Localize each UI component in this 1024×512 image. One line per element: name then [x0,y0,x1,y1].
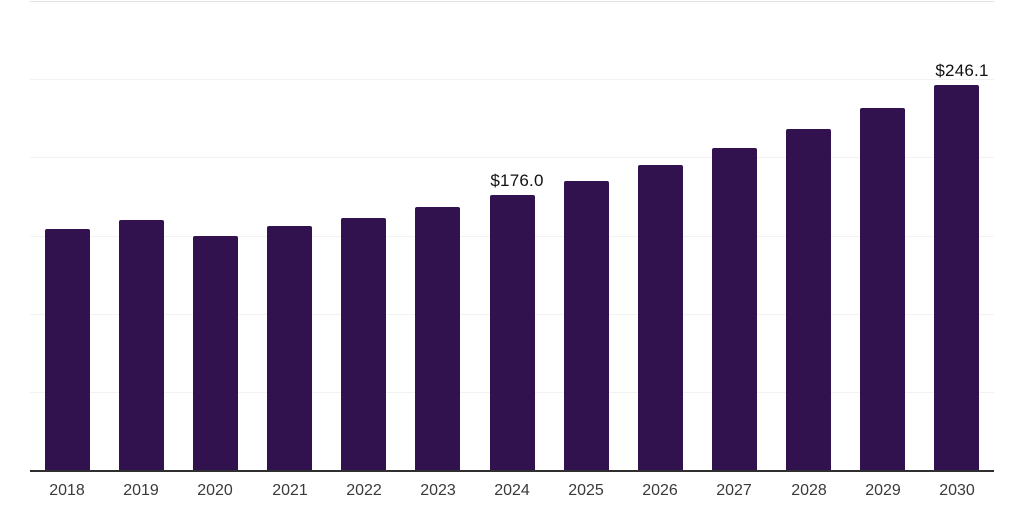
x-tick-label-2027: 2027 [716,482,752,499]
x-tick-label-2024: 2024 [494,482,530,499]
bar-2029 [860,108,905,470]
gridline-200 [30,157,994,158]
x-tick-label-2018: 2018 [49,482,85,499]
x-tick-label-2019: 2019 [123,482,159,499]
bar-2028 [786,129,831,470]
bar-2027 [712,148,757,470]
x-tick-label-2028: 2028 [791,482,827,499]
x-tick-label-2029: 2029 [865,482,901,499]
x-tick-label-2026: 2026 [642,482,678,499]
bar-2018 [45,229,90,470]
x-tick-label-2021: 2021 [272,482,308,499]
bar-2021 [267,226,312,470]
gridline-250 [30,79,994,80]
bar-2020 [193,236,238,471]
x-tick-label-2030: 2030 [939,482,975,499]
x-tick-label-2023: 2023 [420,482,456,499]
bar-2026 [638,165,683,470]
plot-area: 2018 2019 2020 2021 2022 2023 $176.0 2024 2025 20… [30,0,994,512]
bar-2025 [564,181,609,470]
bar-value-label-2024: $176.0 [490,171,544,190]
bar-2022 [341,218,386,470]
x-tick-label-2022: 2022 [346,482,382,499]
x-axis-line [30,470,994,472]
x-tick-label-2020: 2020 [197,482,233,499]
gridline-300 [30,1,994,2]
bar-value-label-2030: $246.1 [935,61,989,80]
bar-2023 [415,207,460,470]
x-tick-label-2025: 2025 [568,482,604,499]
bar-2024 [490,195,535,470]
bar-2019 [119,220,164,470]
bar-2030 [934,85,979,470]
